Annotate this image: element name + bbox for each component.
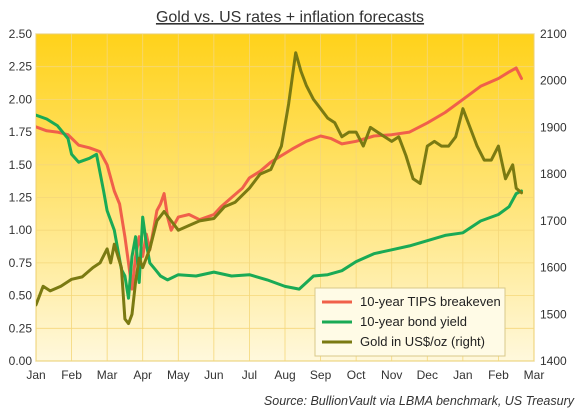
x-tick-label: Apr xyxy=(133,368,152,382)
axes: 0.00 0.25 0.50 0.75 1.00 1.25 1.50 1.75 2.00 2.25… xyxy=(9,27,567,382)
y-left-tick-label: 0.75 xyxy=(9,256,33,270)
legend: 10-year TIPS breakeven 10-year bond yiel… xyxy=(314,287,506,357)
x-tick-label: Sep xyxy=(310,368,332,382)
x-tick-label: Jan xyxy=(26,368,45,382)
y-left-tick-label: 0.50 xyxy=(9,289,33,303)
gridlines xyxy=(35,33,535,362)
series-line-gold xyxy=(36,51,523,326)
legend-label-tips: 10-year TIPS breakeven xyxy=(360,294,501,309)
y-right-tick-label: 1800 xyxy=(540,167,567,181)
y-right-tick-label: 1400 xyxy=(540,354,567,368)
x-tick-label: Dec xyxy=(417,368,438,382)
x-tick-label: Feb xyxy=(61,368,82,382)
y-right-tick-label: 2000 xyxy=(540,74,567,88)
x-tick-label: Aug xyxy=(274,368,295,382)
y-right-tick-label: 1700 xyxy=(540,214,567,228)
y-left-tick-label: 0.00 xyxy=(9,354,33,368)
x-tick-label: Mar xyxy=(97,368,118,382)
legend-label-bond: 10-year bond yield xyxy=(360,314,467,329)
x-tick-label: Jun xyxy=(204,368,223,382)
x-tick-label: Oct xyxy=(347,368,366,382)
y-left-tick-label: 1.25 xyxy=(9,191,33,205)
y-left-tick-label: 2.00 xyxy=(9,92,33,106)
y-left-tick-label: 0.25 xyxy=(9,321,33,335)
y-left-tick-label: 2.25 xyxy=(9,60,33,74)
x-tick-label: Nov xyxy=(381,368,402,382)
y-right-tick-label: 1600 xyxy=(540,261,567,275)
y-left-tick-label: 1.00 xyxy=(9,223,33,237)
x-tick-label: May xyxy=(167,368,190,382)
x-tick-label: Jan xyxy=(453,368,472,382)
y-left-tick-label: 1.75 xyxy=(9,125,33,139)
x-tick-label: Mar xyxy=(524,368,545,382)
series-line-bond-yield xyxy=(36,113,523,300)
y-left-tick-label: 1.50 xyxy=(9,158,33,172)
x-tick-label: Jul xyxy=(242,368,257,382)
series-group xyxy=(36,51,523,326)
chart-title: Gold vs. US rates + inflation forecasts xyxy=(156,9,424,26)
x-tick-label: Feb xyxy=(488,368,509,382)
y-left-tick-label: 2.50 xyxy=(9,27,33,41)
series-line-tips-breakeven xyxy=(36,66,523,291)
y-right-tick-label: 1900 xyxy=(540,120,567,134)
legend-label-gold: Gold in US$/oz (right) xyxy=(360,334,485,349)
y-right-tick-label: 1500 xyxy=(540,307,567,321)
source-note: Source: BullionVault via LBMA benchmark,… xyxy=(264,394,575,408)
y-right-tick-label: 2100 xyxy=(540,27,567,41)
